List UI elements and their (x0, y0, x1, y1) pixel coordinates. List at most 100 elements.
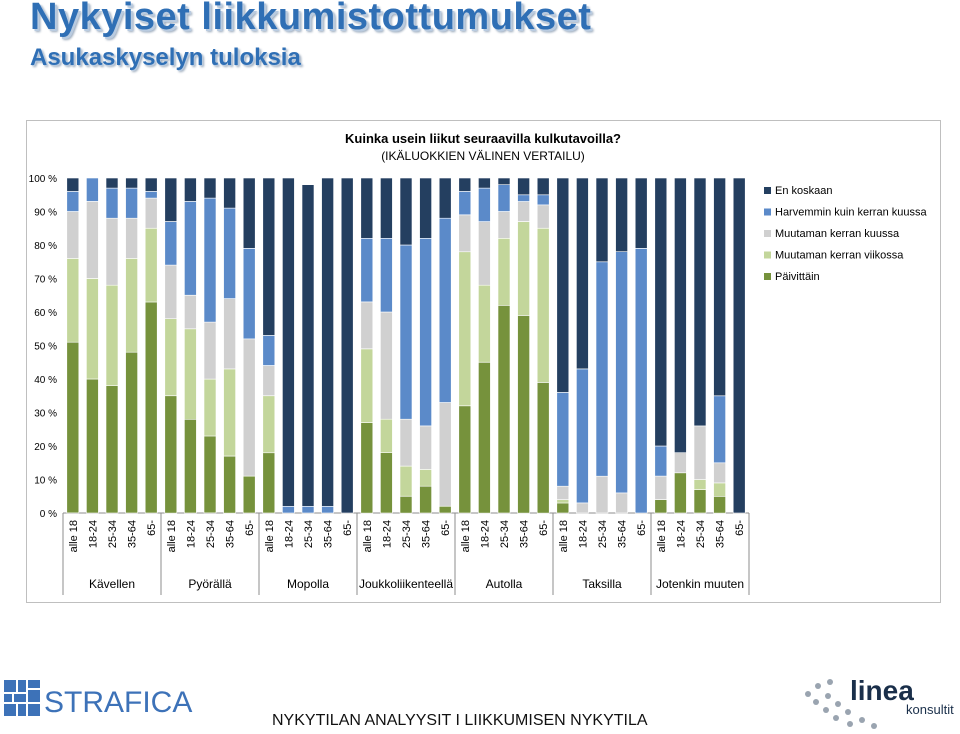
x-tick-label: 18-24 (675, 520, 687, 548)
bar-segment-5 (693, 177, 707, 427)
linea-logo-text: linea (850, 675, 914, 706)
x-tick-label: 65- (342, 520, 354, 536)
bar-segment-1 (458, 405, 472, 514)
bar-segment-3 (144, 197, 158, 229)
y-tick-label: 30 % (34, 409, 57, 420)
legend-swatch (764, 187, 771, 194)
bar-segment-5 (438, 177, 452, 219)
bar-segment-3 (576, 502, 589, 514)
bar-segment-4 (164, 221, 178, 266)
bar-segment-4 (438, 217, 452, 403)
bar-segment-4 (262, 335, 276, 366)
bar-segment-2 (693, 479, 707, 490)
x-tick-label: alle 18 (460, 520, 472, 552)
bar-segment-4 (595, 261, 609, 477)
bar-segment-1 (105, 385, 119, 514)
x-tick-label: 25-34 (205, 520, 217, 548)
y-tick-label: 20 % (34, 442, 57, 453)
bar-segment-3 (125, 217, 138, 259)
bar-segment-2 (478, 284, 491, 363)
bar-segment-5 (458, 177, 472, 192)
bar-segment-4 (634, 248, 648, 514)
bar-segment-5 (321, 177, 334, 507)
bar-segment-1 (556, 502, 570, 514)
bar-segment-5 (144, 177, 158, 192)
x-tick-label: 65- (538, 520, 550, 536)
x-tick-label: 35-64 (127, 520, 139, 548)
x-tick-label: 18-24 (577, 520, 589, 548)
x-tick-label: 35-64 (421, 520, 433, 548)
chart-subtitle: (IKÄLUOKKIEN VÄLINEN VERTAILU) (381, 149, 585, 163)
bar-segment-4 (615, 251, 628, 494)
x-tick-label: 35-64 (519, 520, 531, 548)
bar-segment-5 (615, 177, 628, 252)
bar-segment-5 (164, 177, 178, 222)
x-tick-label: 18-24 (185, 520, 197, 548)
page-subtitle: Asukaskyselyn tuloksia (30, 44, 301, 71)
bar-segment-3 (497, 211, 511, 239)
y-tick-label: 0 % (40, 509, 57, 520)
bar-segment-5 (125, 177, 138, 189)
bar-segment-1 (262, 452, 276, 514)
y-tick-label: 40 % (34, 375, 57, 386)
bar-segment-3 (203, 321, 217, 380)
bar-segment-2 (556, 499, 570, 504)
bar-segment-5 (184, 177, 197, 202)
bar-segment-2 (105, 284, 119, 387)
group-label: Jotenkin muuten (656, 577, 744, 591)
bar-segment-5 (576, 177, 589, 370)
y-tick-label: 50 % (34, 342, 57, 353)
bar-segment-4 (654, 445, 668, 477)
x-tick-label: 35-64 (715, 520, 727, 548)
group-label: Taksilla (582, 577, 622, 591)
linea-konsultit-logo: linea konsultit (805, 675, 954, 729)
bar-segment-1 (399, 495, 413, 514)
bar-segment-4 (536, 194, 550, 206)
bar-segment-1 (713, 495, 726, 514)
bar-segment-5 (595, 177, 609, 263)
bar-segment-2 (713, 482, 726, 497)
bar-segment-2 (380, 418, 393, 454)
bar-segment-4 (125, 187, 138, 219)
bar-segment-3 (556, 485, 570, 500)
bar-segment-5 (262, 177, 276, 336)
bar-segment-1 (144, 301, 158, 514)
x-tick-label: 65- (440, 520, 452, 536)
bar-segment-3 (380, 311, 393, 420)
y-tick-label: 90 % (34, 208, 57, 219)
bar-segment-4 (576, 368, 589, 504)
bar-segment-4 (517, 194, 530, 202)
bar-segment-3 (536, 204, 550, 229)
bar-segment-3 (419, 425, 432, 470)
x-tick-label: 25-34 (303, 520, 315, 548)
x-tick-label: alle 18 (264, 520, 276, 552)
x-tick-label: 18-24 (381, 520, 393, 548)
bar-segment-1 (380, 452, 393, 514)
bar-segment-1 (419, 485, 432, 514)
bar-segment-1 (536, 382, 550, 514)
bar-segment-1 (654, 499, 668, 514)
group-label: Autolla (486, 577, 523, 591)
x-tick-label: alle 18 (558, 520, 570, 552)
x-tick-label: alle 18 (362, 520, 374, 552)
bar-segment-5 (360, 177, 374, 239)
bar-segment-1 (66, 341, 80, 514)
bar-segment-4 (86, 177, 99, 202)
bar-segment-1 (438, 505, 452, 514)
bar-segment-2 (66, 258, 80, 343)
bar-segment-3 (517, 201, 530, 222)
group-label: Mopolla (287, 577, 329, 591)
bar-segment-4 (713, 395, 726, 464)
bar-segment-3 (478, 221, 491, 286)
bar-segment-1 (693, 489, 707, 514)
bar-segment-2 (86, 278, 99, 380)
y-tick-label: 60 % (34, 308, 57, 319)
bar-segment-5 (105, 177, 119, 189)
x-tick-label: alle 18 (656, 520, 668, 552)
bar-segment-2 (184, 328, 197, 420)
bar-segment-3 (595, 475, 609, 514)
bar-segment-5 (634, 177, 648, 249)
bar-segment-5 (654, 177, 668, 447)
bar-segment-3 (693, 425, 707, 480)
